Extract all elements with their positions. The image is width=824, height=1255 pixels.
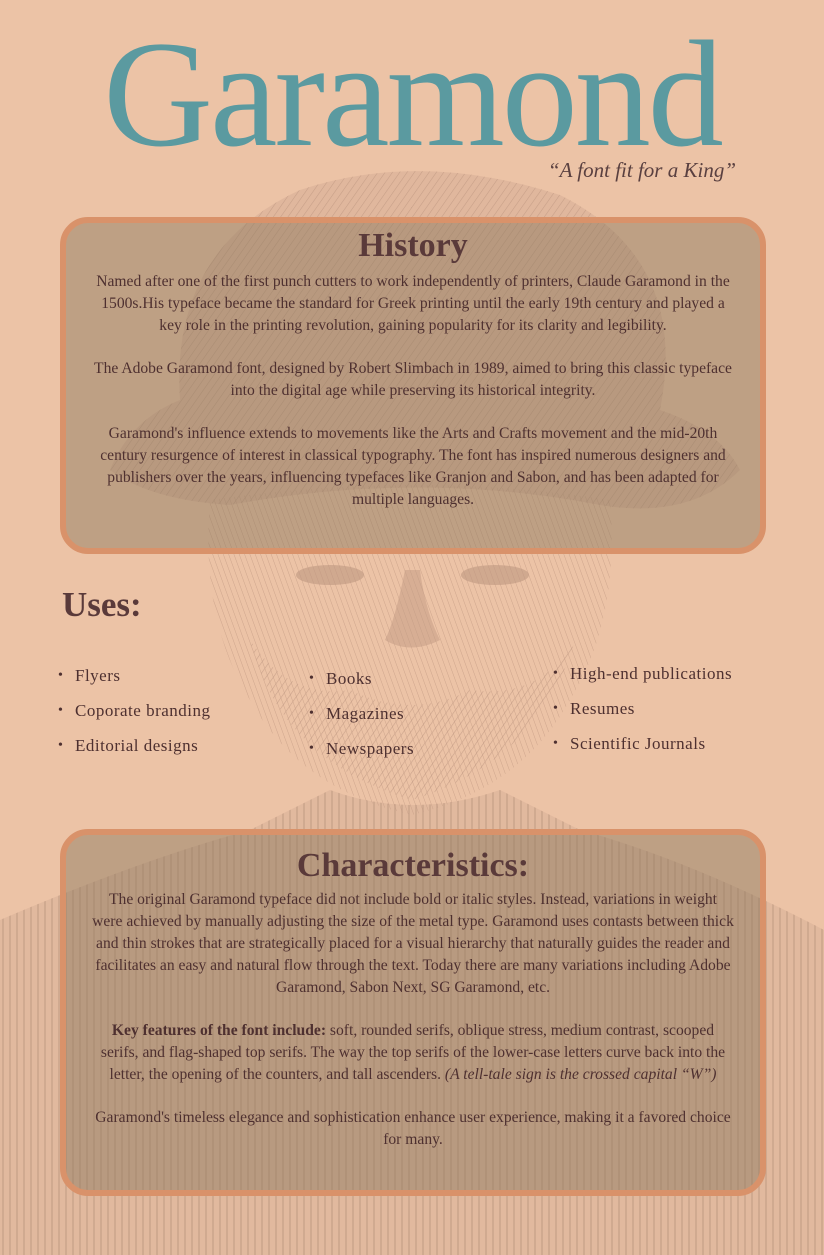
history-panel: History Named after one of the first pun… bbox=[60, 217, 766, 554]
uses-list-item: Scientific Journals bbox=[553, 734, 732, 769]
history-paragraph: Named after one of the first punch cutte… bbox=[96, 273, 730, 334]
uses-list-item: Newspapers bbox=[309, 739, 414, 774]
key-features-note: (A tell-tale sign is the crossed capital… bbox=[444, 1066, 717, 1083]
characteristics-heading: Characteristics: bbox=[296, 847, 530, 884]
uses-list-item: Coporate branding bbox=[58, 701, 211, 736]
tagline: “A font fit for a King” bbox=[547, 158, 736, 182]
uses-list-item: Flyers bbox=[58, 666, 211, 701]
uses-list-item: Resumes bbox=[553, 699, 732, 734]
uses-list-column: High-end publications Resumes Scientific… bbox=[553, 664, 732, 769]
key-features-label: Key features of the font include: bbox=[111, 1022, 327, 1039]
key-features-paragraph: Key features of the font include: soft, … bbox=[92, 1020, 734, 1086]
poster-title: Garamond bbox=[103, 10, 724, 178]
uses-list-column: Books Magazines Newspapers bbox=[309, 669, 414, 774]
history-paragraph: The Adobe Garamond font, designed by Rob… bbox=[94, 360, 732, 399]
history-paragraph: Garamond's influence extends to movement… bbox=[100, 425, 726, 508]
closing-paragraph: Garamond's timeless elegance and sophist… bbox=[95, 1109, 731, 1148]
characteristics-panel: Characteristics: The original Garamond t… bbox=[60, 829, 766, 1196]
uses-heading: Uses: bbox=[62, 585, 142, 624]
history-heading: History bbox=[358, 227, 468, 264]
characteristics-paragraph: The original Garamond typeface did not i… bbox=[92, 891, 734, 996]
uses-list-item: Books bbox=[309, 669, 414, 704]
uses-list-item: Editorial designs bbox=[58, 736, 211, 771]
uses-list-item: High-end publications bbox=[553, 664, 732, 699]
uses-list-item: Magazines bbox=[309, 704, 414, 739]
uses-list-column: Flyers Coporate branding Editorial desig… bbox=[58, 666, 211, 771]
